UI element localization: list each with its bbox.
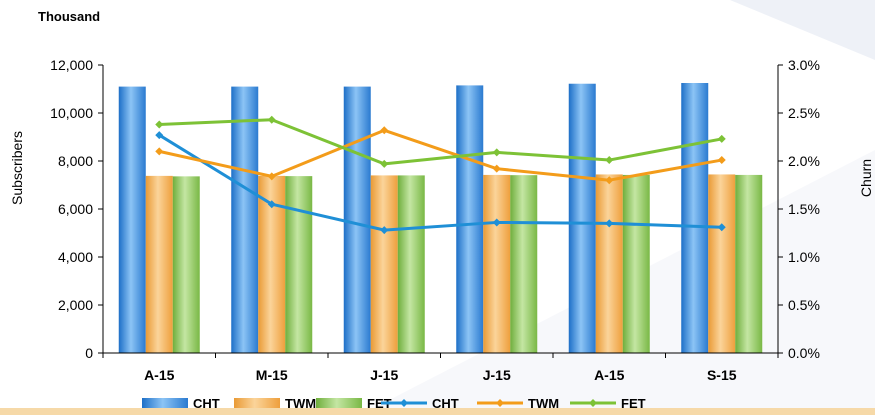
background-decoration (730, 0, 875, 60)
line-point-fet (155, 120, 164, 129)
left-tick-label: 6,000 (58, 201, 93, 217)
category-label: A-15 (144, 367, 175, 383)
line-point-fet (267, 115, 276, 124)
left-axis-ticks: 0 2,000 4,000 6,000 8,000 10,000 12,000 (50, 57, 103, 361)
legend-label: FET (367, 396, 392, 411)
line-point-twm (492, 164, 501, 173)
line-point-twm (155, 147, 164, 156)
bar-twm (145, 175, 173, 353)
legend-swatch-bar-cht (142, 398, 188, 408)
left-tick-label: 8,000 (58, 153, 93, 169)
line-point-fet (492, 148, 501, 157)
line-point-cht (605, 219, 614, 228)
right-tick-label: 3.0% (788, 57, 820, 73)
bar-fet (397, 175, 425, 353)
category-label: J-15 (483, 367, 511, 383)
bottom-strip (0, 408, 875, 415)
category-label: A-15 (594, 367, 625, 383)
legend-label: CHT (193, 396, 220, 411)
line-point-fet (605, 156, 614, 165)
bar-fet (622, 174, 650, 353)
category-label: M-15 (256, 367, 288, 383)
legend-line-marker (400, 399, 408, 407)
line-point-twm (605, 176, 614, 185)
line-point-cht (492, 218, 501, 227)
right-tick-label: 1.5% (788, 201, 820, 217)
left-tick-label: 10,000 (50, 105, 93, 121)
line-point-fet (717, 134, 726, 143)
unit-label: Thousand (38, 9, 100, 24)
right-tick-label: 0.0% (788, 345, 820, 361)
legend-swatch-bar-twm (234, 398, 280, 408)
line-point-twm (380, 126, 389, 135)
bar-twm (708, 174, 736, 353)
left-tick-label: 4,000 (58, 249, 93, 265)
bar-series-group (118, 83, 763, 354)
bar-twm (370, 175, 398, 353)
bar-cht (568, 83, 596, 353)
bar-twm (595, 174, 623, 353)
right-tick-label: 1.0% (788, 249, 820, 265)
line-point-twm (717, 156, 726, 165)
left-axis-title: Subscribers (9, 131, 25, 205)
left-tick-label: 0 (85, 345, 93, 361)
legend-label: FET (621, 396, 646, 411)
bar-twm (483, 174, 511, 353)
line-point-cht (717, 223, 726, 232)
legend-line-marker (589, 399, 597, 407)
category-label: S-15 (707, 367, 737, 383)
legend: CHT TWM FET CHT TWM FET (142, 396, 646, 411)
line-cht (158, 133, 722, 232)
line-point-cht (267, 200, 276, 209)
bar-cht (231, 86, 259, 353)
right-tick-label: 2.0% (788, 153, 820, 169)
category-label: J-15 (370, 367, 398, 383)
line-fet (159, 118, 723, 166)
legend-line-marker (496, 399, 504, 407)
line-series-group (155, 115, 726, 235)
line-point-cht (380, 226, 389, 235)
left-tick-label: 2,000 (58, 297, 93, 313)
bar-fet (735, 174, 763, 353)
line-point-cht (155, 131, 164, 140)
right-tick-label: 2.5% (788, 105, 820, 121)
category-labels: A-15 M-15 J-15 J-15 A-15 S-15 (102, 353, 779, 383)
legend-label: CHT (432, 396, 459, 411)
bar-fet (510, 175, 538, 353)
bar-cht (681, 83, 709, 353)
legend-label: TWM (285, 396, 316, 411)
right-axis-title: Churn (858, 159, 874, 197)
legend-swatch-bar-fet (316, 398, 362, 408)
right-axis-ticks: 0.0% 0.5% 1.0% 1.5% 2.0% 2.5% 3.0% (778, 57, 820, 361)
right-tick-label: 0.5% (788, 297, 820, 313)
left-tick-label: 12,000 (50, 57, 93, 73)
line-point-twm (267, 172, 276, 181)
bar-fet (285, 176, 313, 353)
bar-cht (456, 85, 484, 354)
bar-cht (118, 86, 146, 353)
bar-cht (343, 86, 371, 353)
legend-label: TWM (528, 396, 559, 411)
line-twm (158, 128, 723, 182)
bar-fet (172, 176, 200, 353)
line-point-fet (380, 159, 389, 168)
